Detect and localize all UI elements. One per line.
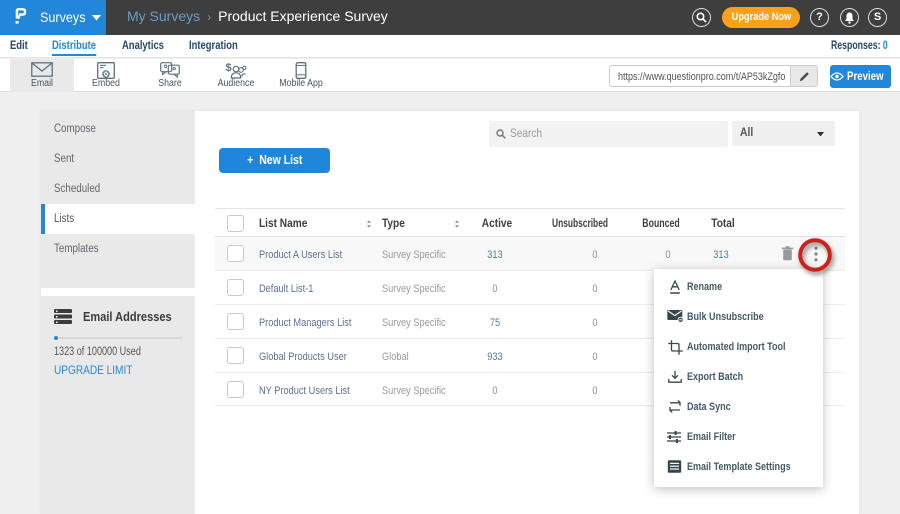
- svg-text:$: $: [226, 62, 232, 74]
